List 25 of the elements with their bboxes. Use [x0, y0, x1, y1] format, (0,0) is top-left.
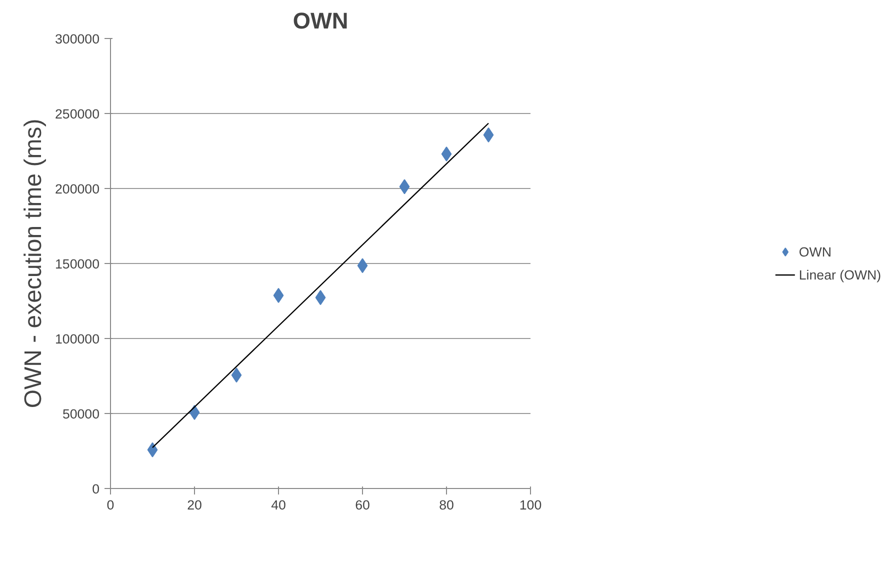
- x-tick-label: 40: [271, 498, 286, 512]
- chart-title: OWN: [292, 8, 348, 34]
- point: [231, 368, 242, 383]
- legend-label: OWN: [798, 244, 832, 259]
- y-tick-label: 300000: [55, 32, 100, 46]
- x-tick-label: 0: [106, 498, 114, 512]
- point: [315, 290, 326, 306]
- legend-label: Linear (OWN): [798, 267, 882, 282]
- point: [147, 442, 158, 458]
- y-axis-title: OWN - execution time (ms): [20, 118, 48, 408]
- x-tick-label: 60: [355, 498, 370, 512]
- point: [273, 288, 284, 303]
- y-tick-label: 0: [92, 482, 100, 496]
- point: [441, 146, 452, 162]
- point: [399, 179, 410, 194]
- x-tick-label: 100: [519, 498, 542, 512]
- x-tick-label: 80: [439, 498, 454, 512]
- point: [357, 258, 368, 274]
- y-tick-label: 200000: [55, 182, 100, 196]
- y-tick-label: 100000: [55, 332, 100, 346]
- x-tick-label: 20: [187, 498, 202, 512]
- point: [483, 127, 494, 142]
- y-tick-label: 250000: [55, 106, 100, 122]
- y-tick-label: 50000: [62, 406, 100, 422]
- y-tick-label: 150000: [55, 256, 100, 272]
